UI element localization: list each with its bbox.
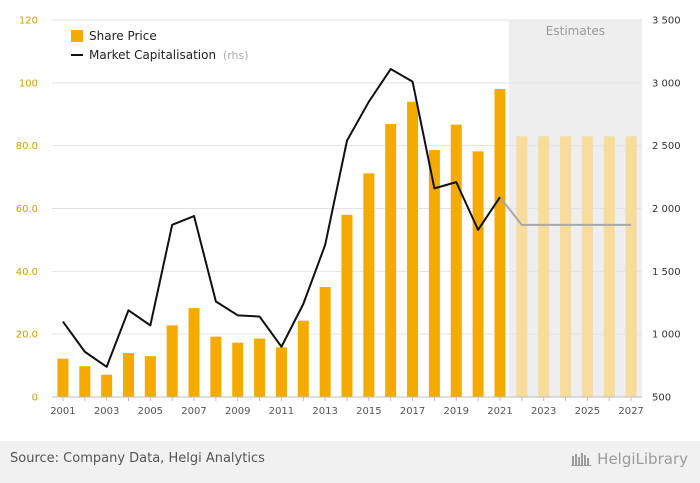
bar-share-price-2008 — [210, 336, 222, 397]
x-tick-label: 2001 — [50, 406, 75, 417]
y-right-tick-label: 2 000 — [652, 204, 681, 215]
bar-share-price-2004 — [122, 353, 134, 397]
bar-share-price-2009 — [232, 342, 244, 397]
x-tick-label: 2025 — [575, 406, 600, 417]
x-tick-label: 2023 — [531, 406, 556, 417]
source-note: Source: Company Data, Helgi Analytics — [10, 451, 265, 466]
x-tick-label: 2013 — [312, 406, 337, 417]
helgi-library-logo[interactable]: HelgiLibrary — [571, 450, 688, 468]
y-left-tick-label: 120 — [19, 16, 38, 27]
x-tick-label: 2005 — [138, 406, 163, 417]
bar-share-price-2020 — [472, 151, 484, 397]
chart: Estimates 0 500 20.0 1 000 40.0 1 500 60.0 2 00… — [16, 16, 681, 418]
bar-share-price-2011 — [275, 347, 287, 397]
bar-share-price-2024 — [560, 136, 572, 397]
legend-label-rhs-note: (rhs) — [223, 49, 249, 62]
y-right-tick-label: 500 — [652, 393, 671, 404]
y-left-tick-label: 20.0 — [16, 330, 38, 341]
bar-share-price-2012 — [297, 320, 309, 397]
bar-share-price-2022 — [516, 136, 528, 397]
x-tick-label: 2027 — [618, 406, 643, 417]
bar-share-price-2007 — [188, 308, 200, 397]
x-tick-label: 2015 — [356, 406, 381, 417]
bar-share-price-2001 — [57, 358, 69, 397]
bar-share-price-2025 — [581, 136, 593, 397]
y-left-tick-label: 40.0 — [16, 267, 38, 278]
bar-share-price-2023 — [538, 136, 550, 397]
legend-label-market-cap: Market Capitalisation (rhs) — [89, 48, 249, 62]
bar-share-price-2018 — [428, 150, 440, 397]
footer: Source: Company Data, Helgi Analytics He… — [0, 441, 700, 483]
x-tick-label: 2019 — [444, 406, 469, 417]
bar-share-price-2006 — [166, 325, 178, 397]
bar-share-price-2021 — [494, 89, 506, 397]
library-shelf-icon — [571, 453, 592, 466]
bar-share-price-2027 — [625, 136, 637, 397]
bar-share-price-2010 — [254, 338, 266, 397]
x-tick-label: 2009 — [225, 406, 250, 417]
y-left-tick-label: 80.0 — [16, 141, 38, 152]
bar-share-price-2019 — [450, 124, 462, 398]
bar-share-price-2003 — [101, 374, 113, 397]
legend-swatch-share-price — [71, 30, 83, 42]
x-tick-label: 2003 — [94, 406, 119, 417]
estimates-label: Estimates — [546, 24, 605, 38]
line-market-cap-estimate — [499, 196, 632, 226]
y-right-tick-label: 3 500 — [652, 16, 681, 27]
bar-share-price-2014 — [341, 214, 353, 397]
y-left-tick-label: 60.0 — [16, 204, 38, 215]
y-left-tick-label: 0 — [32, 393, 38, 404]
logo-text: HelgiLibrary — [597, 450, 688, 468]
bar-share-price-2013 — [319, 287, 331, 397]
y-left-tick-label: 100 — [19, 78, 38, 89]
bar-share-price-2015 — [363, 173, 375, 397]
bar-share-price-2017 — [407, 101, 419, 397]
x-tick-label: 2017 — [400, 406, 425, 417]
bar-share-price-2026 — [603, 136, 615, 397]
legend-label-market-cap-name: Market Capitalisation — [89, 48, 216, 62]
x-tick-label: 2007 — [181, 406, 206, 417]
y-right-tick-label: 1 000 — [652, 330, 681, 341]
y-right-tick-label: 1 500 — [652, 267, 681, 278]
line-market-cap — [62, 68, 501, 368]
legend: Share Price Market Capitalisation (rhs) — [71, 29, 249, 62]
x-tick-label: 2021 — [487, 406, 512, 417]
bar-share-price-2002 — [79, 366, 91, 397]
legend-label-share-price: Share Price — [89, 29, 157, 43]
bar-share-price-2016 — [385, 123, 397, 397]
bar-share-price-2005 — [144, 356, 156, 397]
x-tick-label: 2011 — [269, 406, 294, 417]
y-right-tick-label: 2 500 — [652, 141, 681, 152]
y-right-tick-label: 3 000 — [652, 78, 681, 89]
